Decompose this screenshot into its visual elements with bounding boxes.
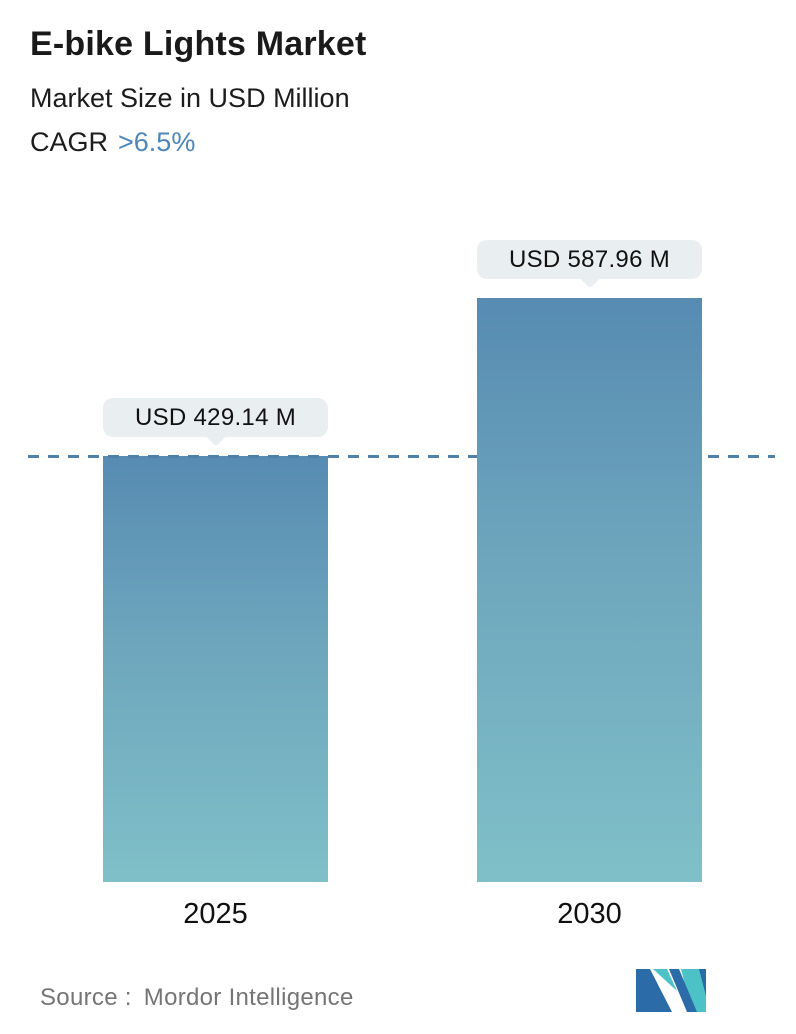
chart-footer: Source : Mordor Intelligence (40, 969, 756, 1012)
reference-dashed-line (28, 455, 775, 458)
cagr-value: >6.5% (118, 126, 196, 157)
bar-group-2025: USD 429.14 M 2025 (103, 0, 328, 930)
bar-group-2030: USD 587.96 M 2030 (477, 0, 702, 930)
value-tooltip-2025: USD 429.14 M (103, 398, 328, 447)
source-name: Mordor Intelligence (143, 984, 354, 1011)
cagr-label: CAGR (30, 126, 109, 157)
page-title: E-bike Lights Market (30, 25, 367, 63)
bar-2030 (477, 298, 702, 882)
chart-subtitle: Market Size in USD Million (30, 82, 350, 113)
axis-label-2025: 2025 (183, 898, 248, 930)
cagr-row: CAGR >6.5% (30, 127, 367, 158)
value-tooltip-2030: USD 587.96 M (477, 240, 702, 289)
value-label-2025: USD 429.14 M (134, 403, 296, 431)
bar-2025 (103, 456, 328, 882)
mordor-intelligence-logo (636, 969, 706, 1012)
axis-label-2030: 2030 (557, 898, 622, 930)
chart-header: E-bike Lights Market Market Size in USD … (30, 24, 367, 158)
value-label-2030: USD 587.96 M (508, 245, 670, 273)
source-attribution: Source : Mordor Intelligence (40, 984, 354, 1012)
source-label: Source : (40, 984, 132, 1011)
